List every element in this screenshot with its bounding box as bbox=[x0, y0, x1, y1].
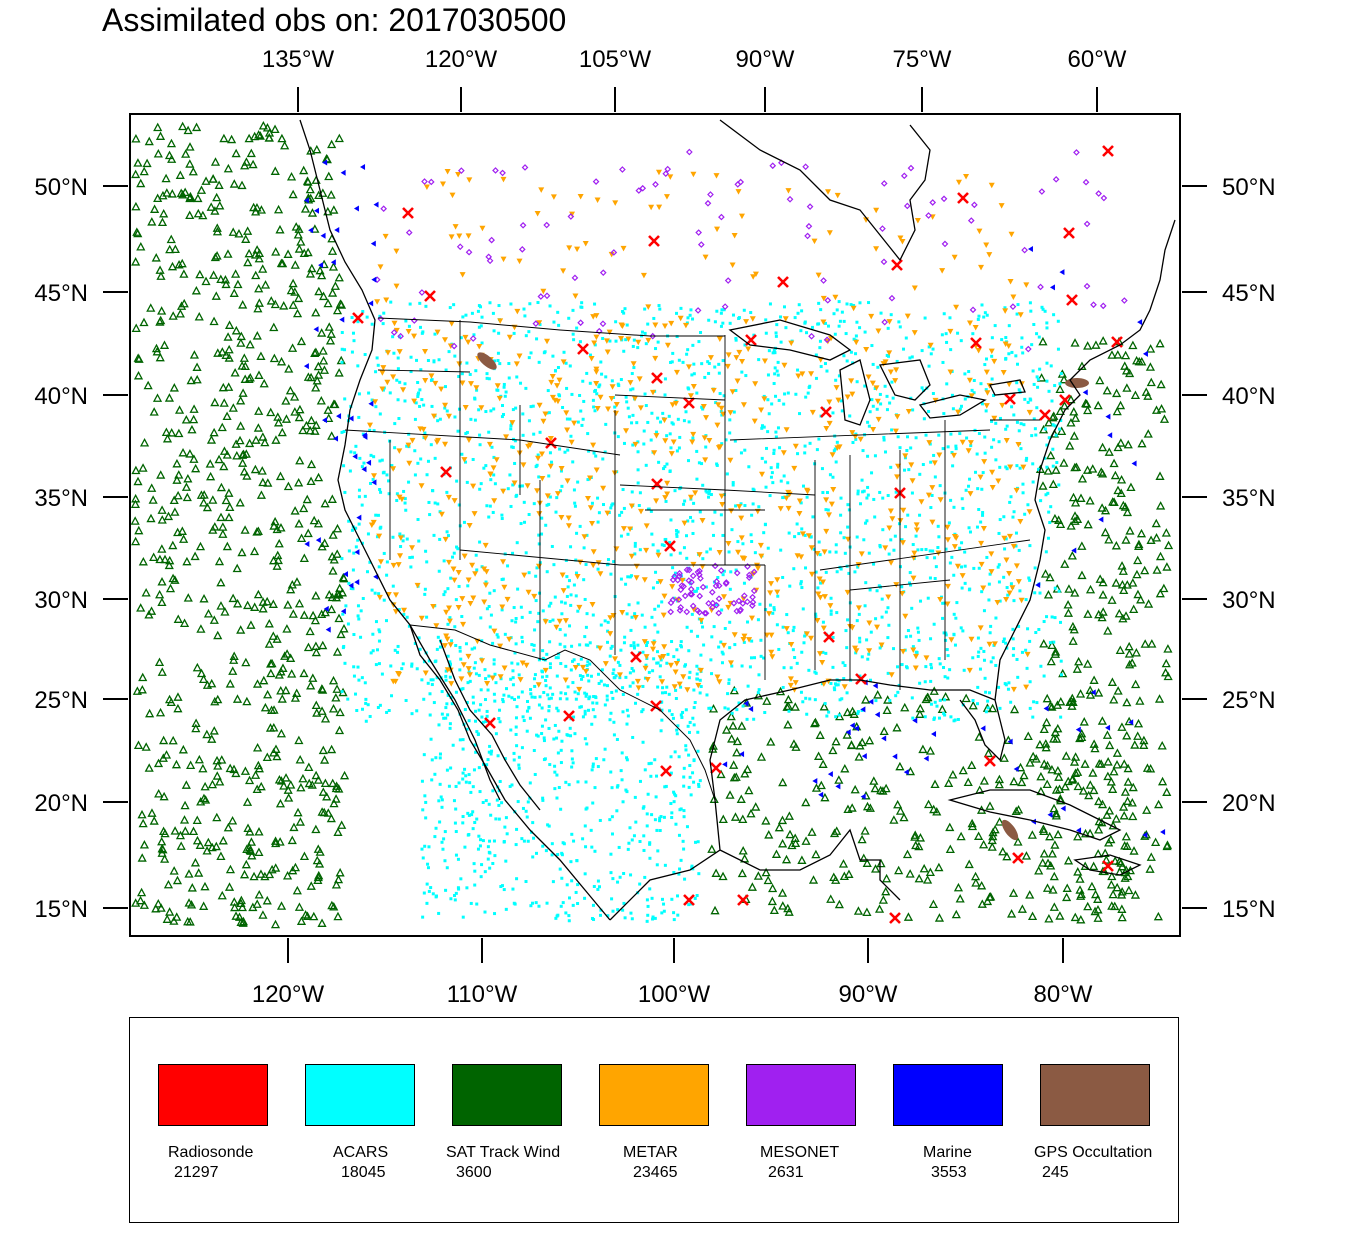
legend-count: 3600 bbox=[456, 1164, 492, 1181]
legend-count: 21297 bbox=[174, 1164, 219, 1181]
state-borders bbox=[344, 320, 1040, 690]
right-lat-label: 15°N bbox=[1222, 896, 1276, 923]
left-lat-label: 45°N bbox=[34, 280, 88, 307]
bottom-lon-label: 110°W bbox=[447, 981, 518, 1008]
great-lakes bbox=[728, 319, 1026, 426]
left-lat-label: 40°N bbox=[34, 383, 88, 410]
left-lat-label: 35°N bbox=[34, 485, 88, 512]
legend-label: GPS Occultation bbox=[1034, 1144, 1153, 1161]
legend-item: ACARS 18045 bbox=[305, 1018, 445, 1218]
top-lon-label: 60°W bbox=[1068, 46, 1127, 73]
left-lat-label: 30°N bbox=[34, 587, 88, 614]
legend-swatch bbox=[158, 1064, 268, 1126]
bottom-lon-label: 80°W bbox=[1034, 981, 1093, 1008]
top-lon-label: 135°W bbox=[262, 46, 335, 73]
legend-item: Radiosonde 21297 bbox=[158, 1018, 298, 1218]
top-lon-label: 105°W bbox=[579, 46, 652, 73]
right-lat-label: 30°N bbox=[1222, 587, 1276, 614]
legend-item: METAR 23465 bbox=[599, 1018, 739, 1218]
right-lat-label: 45°N bbox=[1222, 280, 1276, 307]
legend-label: Marine bbox=[923, 1144, 972, 1161]
map-axes bbox=[103, 87, 1207, 963]
legend-label: METAR bbox=[623, 1144, 678, 1161]
left-lat-label: 50°N bbox=[34, 174, 88, 201]
left-lat-label: 25°N bbox=[34, 687, 88, 714]
legend-item: MESONET 2631 bbox=[746, 1018, 886, 1218]
legend-item: SAT Track Wind 3600 bbox=[446, 1018, 592, 1218]
bottom-lon-label: 120°W bbox=[252, 981, 325, 1008]
map-title: Assimilated obs on: 2017030500 bbox=[102, 2, 567, 38]
observation-points bbox=[130, 120, 1174, 929]
right-lat-label: 35°N bbox=[1222, 485, 1276, 512]
legend-item: GPS Occultation 245 bbox=[1034, 1018, 1180, 1218]
legend-label: ACARS bbox=[333, 1144, 389, 1161]
legend-count: 23465 bbox=[633, 1164, 678, 1181]
legend-swatch bbox=[746, 1064, 856, 1126]
left-lat-label: 20°N bbox=[34, 790, 88, 817]
legend-item: Marine 3553 bbox=[893, 1018, 1033, 1218]
right-lat-label: 50°N bbox=[1222, 174, 1276, 201]
right-lat-label: 20°N bbox=[1222, 790, 1276, 817]
legend-label: Radiosonde bbox=[168, 1144, 254, 1161]
us-canada-border bbox=[377, 317, 725, 337]
legend: Radiosonde 21297 ACARS 18045 SAT Track Wind 3… bbox=[129, 1017, 1179, 1223]
legend-count: 2631 bbox=[768, 1164, 804, 1181]
top-lon-label: 120°W bbox=[425, 46, 498, 73]
legend-label: MESONET bbox=[760, 1144, 840, 1161]
pacific-coastline bbox=[299, 119, 611, 921]
right-lat-label: 40°N bbox=[1222, 383, 1276, 410]
legend-count: 245 bbox=[1042, 1164, 1069, 1181]
legend-count: 3553 bbox=[931, 1164, 967, 1181]
bottom-lon-label: 90°W bbox=[839, 981, 898, 1008]
legend-label: SAT Track Wind bbox=[446, 1144, 561, 1161]
legend-swatch bbox=[305, 1064, 415, 1126]
baja-coastline bbox=[409, 624, 541, 811]
gulf-coastline bbox=[609, 679, 1006, 921]
hispaniola-coastline bbox=[1073, 854, 1142, 876]
atlantic-coastline bbox=[994, 219, 1176, 701]
legend-count: 18045 bbox=[341, 1164, 386, 1181]
us-mexico-border bbox=[409, 624, 716, 801]
coastlines bbox=[299, 119, 1176, 921]
legend-swatch bbox=[1040, 1064, 1150, 1126]
legend-swatch bbox=[452, 1064, 562, 1126]
bottom-lon-label: 100°W bbox=[638, 981, 711, 1008]
map-frame bbox=[129, 113, 1181, 937]
cuba-coastline bbox=[947, 789, 1122, 841]
left-lat-label: 15°N bbox=[34, 896, 88, 923]
legend-swatch bbox=[599, 1064, 709, 1126]
top-lon-label: 75°W bbox=[893, 46, 952, 73]
right-lat-label: 25°N bbox=[1222, 687, 1276, 714]
legend-swatch bbox=[893, 1064, 1003, 1126]
hudson-bay bbox=[719, 119, 931, 262]
observation-map: 135°W 120°W 105°W 90°W 75°W 60°W 120°W 110°W 100… bbox=[34, 46, 1276, 1008]
top-lon-label: 90°W bbox=[736, 46, 795, 73]
